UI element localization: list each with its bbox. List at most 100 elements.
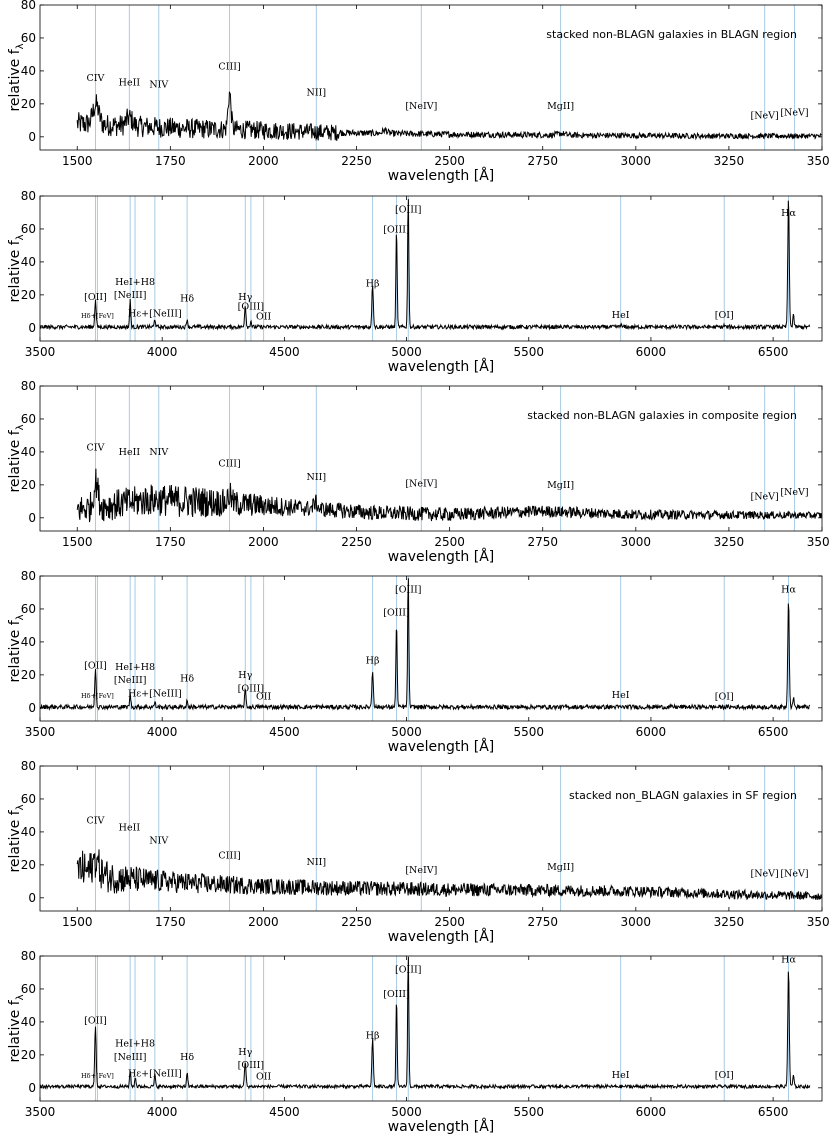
spectrum-panel-3: 1500 1750 2000 2250 2500 2750 3000 3250 3500 0 20 4… bbox=[7, 379, 830, 565]
y-tick-label: 80 bbox=[21, 759, 36, 773]
y-tick-label: 80 bbox=[21, 0, 36, 12]
emission-line-label: [NeV] bbox=[780, 868, 808, 879]
y-tick-label: 40 bbox=[21, 825, 36, 839]
emission-line-label: CIV bbox=[87, 816, 105, 827]
emission-line-label: HeI+H8 bbox=[115, 277, 155, 288]
x-tick-label: 3500 bbox=[25, 725, 56, 739]
emission-line-label: Hβ bbox=[366, 1030, 380, 1041]
y-tick-label: 40 bbox=[21, 1015, 36, 1029]
emission-line-label: MgII] bbox=[547, 101, 574, 112]
emission-line-label: MgII] bbox=[547, 480, 574, 491]
x-tick-label: 2250 bbox=[341, 154, 372, 168]
emission-line-label: Hδ+[FeV] bbox=[81, 692, 114, 700]
x-tick-label: 1500 bbox=[62, 535, 93, 549]
x-tick-label: 5500 bbox=[513, 725, 544, 739]
x-tick-label: 1750 bbox=[155, 915, 186, 929]
y-tick-label: 40 bbox=[21, 64, 36, 78]
x-axis-label: wavelength [Å] bbox=[388, 738, 495, 755]
emission-line-label: [OIII] bbox=[395, 964, 421, 975]
emission-line-label: Hδ+[FeV] bbox=[81, 1072, 114, 1080]
emission-line-label: Hε+[NeIII] bbox=[128, 308, 182, 319]
x-tick-label: 6000 bbox=[636, 1105, 667, 1119]
emission-line-label: NIV bbox=[149, 835, 168, 846]
spectrum-line bbox=[76, 849, 822, 901]
emission-line-label: CIV bbox=[87, 73, 105, 84]
spectrum-line bbox=[40, 199, 811, 331]
y-tick-label: 40 bbox=[21, 635, 36, 649]
y-axis-label: relative fλ bbox=[7, 424, 26, 492]
emission-line-label: [OII] bbox=[84, 292, 107, 303]
emission-line-label: MgII] bbox=[547, 862, 574, 873]
x-tick-label: 4000 bbox=[147, 1105, 178, 1119]
emission-line-label: CIII] bbox=[218, 61, 240, 72]
y-tick-label: 40 bbox=[21, 255, 36, 269]
y-axis-label-subscript: λ bbox=[15, 43, 26, 49]
emission-line-label: [OII] bbox=[84, 1016, 107, 1027]
y-tick-label: 20 bbox=[21, 288, 36, 302]
x-axis-label: wavelength [Å] bbox=[388, 1118, 495, 1135]
emission-line-label: [NeIV] bbox=[405, 865, 437, 876]
x-tick-label: 3250 bbox=[714, 915, 745, 929]
x-tick-label: 2500 bbox=[434, 915, 465, 929]
emission-line-label: Hδ bbox=[180, 673, 194, 684]
emission-line-label: HeI+H8 bbox=[115, 662, 155, 673]
x-tick-label: 2750 bbox=[527, 154, 558, 168]
x-tick-label: 6000 bbox=[636, 725, 667, 739]
y-tick-label: 20 bbox=[21, 1048, 36, 1062]
y-tick-label: 60 bbox=[21, 982, 36, 996]
emission-line-label: Hβ bbox=[366, 279, 380, 290]
emission-line-label: CIII] bbox=[218, 459, 240, 470]
x-tick-label: 4000 bbox=[147, 725, 178, 739]
emission-line-label: [OIII] bbox=[383, 989, 409, 1000]
y-tick-label: 60 bbox=[21, 31, 36, 45]
y-tick-label: 80 bbox=[21, 379, 36, 393]
emission-line-label: Hε+[NeIII] bbox=[128, 688, 182, 699]
y-tick-label: 80 bbox=[21, 189, 36, 203]
spectrum-line bbox=[40, 578, 811, 712]
y-tick-label: 20 bbox=[21, 478, 36, 492]
x-tick-label: 5500 bbox=[513, 1105, 544, 1119]
x-tick-label: 6500 bbox=[758, 345, 789, 359]
panel-title: stacked non-BLAGN galaxies in composite … bbox=[527, 409, 797, 422]
y-tick-label: 20 bbox=[21, 97, 36, 111]
x-tick-label: 1750 bbox=[155, 154, 186, 168]
y-tick-label: 60 bbox=[21, 222, 36, 236]
emission-line-label: CIII] bbox=[218, 850, 240, 861]
y-tick-label: 60 bbox=[21, 602, 36, 616]
y-tick-label: 60 bbox=[21, 792, 36, 806]
emission-line-label: [NeV] bbox=[751, 111, 779, 122]
x-tick-label: 1500 bbox=[62, 915, 93, 929]
emission-line-label: [NeIV] bbox=[405, 479, 437, 490]
emission-line-label: [NeV] bbox=[751, 492, 779, 503]
emission-line-label: Hβ bbox=[366, 655, 380, 666]
emission-line-label: Hγ bbox=[238, 292, 252, 303]
y-tick-label: 60 bbox=[21, 412, 36, 426]
x-axis-label: wavelength [Å] bbox=[388, 928, 495, 945]
emission-line-label: HeII bbox=[119, 78, 141, 89]
x-tick-label: 4500 bbox=[269, 1105, 300, 1119]
x-tick-label: 3500 bbox=[807, 915, 830, 929]
x-axis-label: wavelength [Å] bbox=[388, 548, 495, 565]
emission-line-label: NII] bbox=[307, 857, 327, 868]
emission-line-label: [OIII] bbox=[238, 683, 264, 694]
emission-line-label: [OI] bbox=[715, 692, 734, 703]
emission-line-label: HeI bbox=[612, 1070, 630, 1081]
y-tick-label: 0 bbox=[28, 511, 36, 525]
emission-line-label: HeII bbox=[119, 447, 141, 458]
spectrum-panel-5: 1500 1750 2000 2250 2500 2750 3000 3250 3500 0 20 4… bbox=[7, 759, 830, 945]
y-tick-label: 0 bbox=[28, 1081, 36, 1095]
x-tick-label: 2000 bbox=[248, 535, 279, 549]
x-tick-label: 3500 bbox=[25, 1105, 56, 1119]
emission-line-label: [OIII] bbox=[383, 224, 409, 235]
x-tick-label: 2000 bbox=[248, 154, 279, 168]
x-tick-label: 3000 bbox=[621, 535, 652, 549]
x-axis-label: wavelength [Å] bbox=[388, 358, 495, 375]
emission-line-label: CIV bbox=[87, 442, 105, 453]
emission-line-label: HeI bbox=[612, 310, 630, 321]
y-tick-label: 0 bbox=[28, 130, 36, 144]
emission-line-label: [OIII] bbox=[238, 302, 264, 313]
x-tick-label: 2750 bbox=[527, 915, 558, 929]
x-tick-label: 6000 bbox=[636, 345, 667, 359]
y-axis-label-subscript: λ bbox=[15, 424, 26, 430]
